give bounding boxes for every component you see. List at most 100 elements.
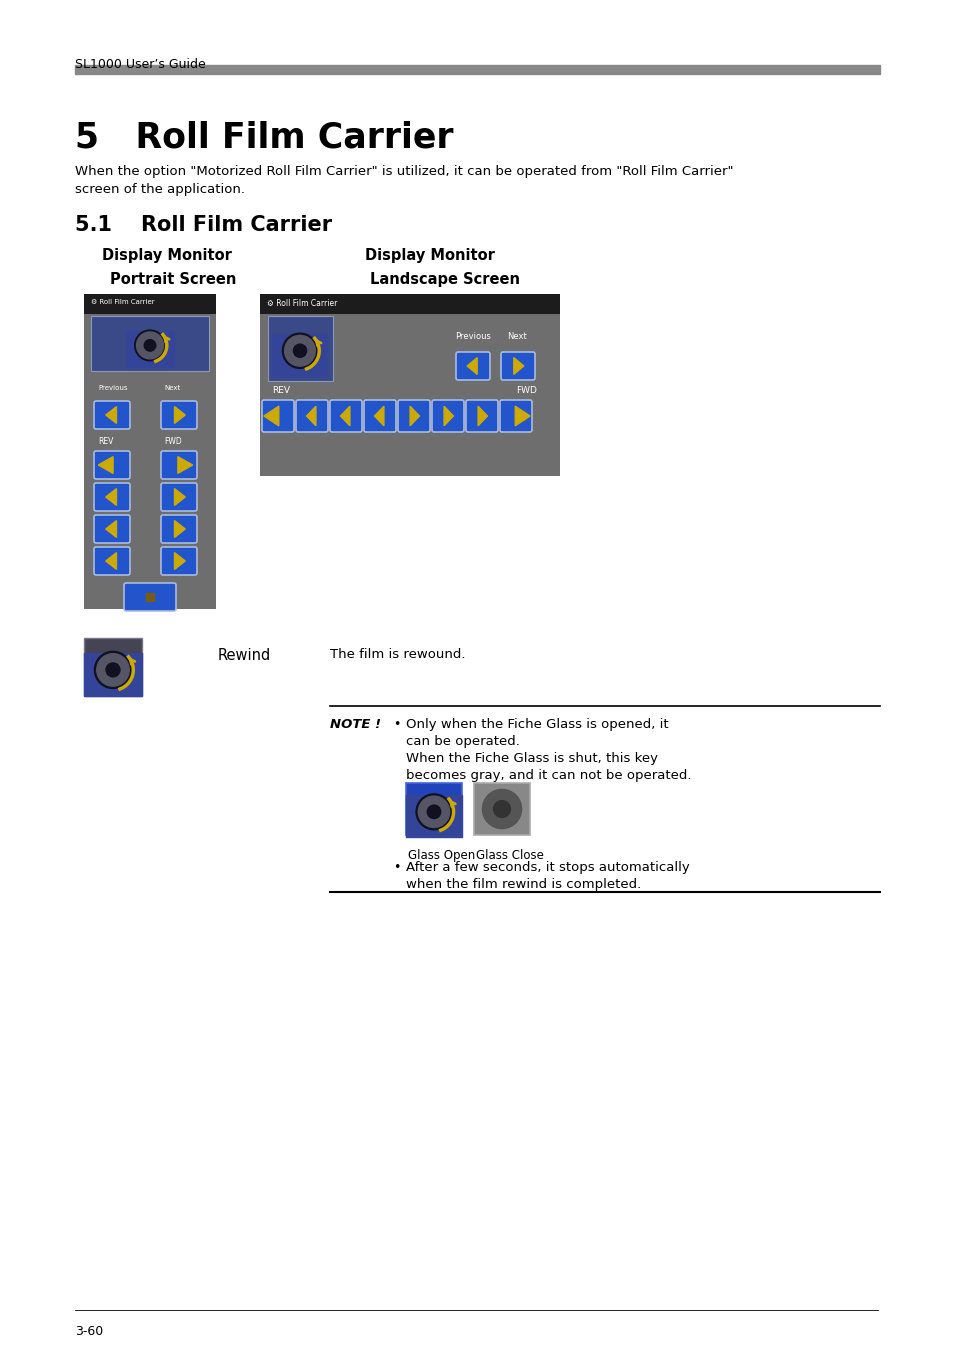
- Text: After a few seconds, it stops automatically: After a few seconds, it stops automatica…: [406, 861, 689, 873]
- Text: NOTE !: NOTE !: [330, 718, 380, 730]
- Circle shape: [294, 344, 306, 358]
- Polygon shape: [98, 456, 113, 474]
- Bar: [406, 795, 461, 837]
- Polygon shape: [106, 552, 116, 570]
- Polygon shape: [174, 521, 185, 537]
- Text: The film is rewound.: The film is rewound.: [330, 648, 465, 662]
- Text: SL1000 User’s Guide: SL1000 User’s Guide: [75, 58, 206, 72]
- Polygon shape: [106, 406, 116, 424]
- Text: Portrait Screen: Portrait Screen: [110, 271, 236, 288]
- Bar: [179, 462, 186, 468]
- Text: FWD: FWD: [164, 437, 182, 446]
- FancyBboxPatch shape: [94, 514, 130, 543]
- Bar: [84, 294, 215, 315]
- Polygon shape: [467, 358, 476, 374]
- Text: REV: REV: [98, 437, 113, 446]
- Bar: [84, 652, 142, 697]
- Bar: [84, 639, 142, 697]
- Bar: [474, 783, 530, 836]
- Circle shape: [416, 794, 452, 830]
- FancyBboxPatch shape: [499, 400, 532, 432]
- Polygon shape: [340, 406, 350, 425]
- FancyBboxPatch shape: [500, 352, 535, 379]
- Text: Landscape Screen: Landscape Screen: [370, 271, 519, 288]
- FancyBboxPatch shape: [124, 583, 175, 612]
- Text: becomes gray, and it can not be operated.: becomes gray, and it can not be operated…: [406, 769, 691, 782]
- Polygon shape: [443, 406, 453, 425]
- Polygon shape: [375, 406, 383, 425]
- Text: •: •: [393, 861, 400, 873]
- Text: REV: REV: [272, 386, 290, 396]
- Text: •: •: [393, 718, 400, 730]
- Polygon shape: [410, 406, 419, 425]
- FancyBboxPatch shape: [94, 483, 130, 512]
- Text: Display Monitor: Display Monitor: [102, 248, 232, 263]
- Polygon shape: [515, 406, 530, 425]
- FancyBboxPatch shape: [330, 400, 361, 432]
- Circle shape: [144, 340, 155, 351]
- FancyBboxPatch shape: [161, 514, 196, 543]
- Bar: [273, 335, 327, 375]
- Circle shape: [482, 790, 521, 829]
- Polygon shape: [106, 521, 116, 537]
- Text: When the Fiche Glass is shut, this key: When the Fiche Glass is shut, this key: [406, 752, 658, 765]
- FancyBboxPatch shape: [262, 400, 294, 432]
- Bar: [406, 783, 461, 836]
- Bar: [126, 331, 173, 367]
- Text: Only when the Fiche Glass is opened, it: Only when the Fiche Glass is opened, it: [406, 718, 668, 730]
- Circle shape: [106, 663, 120, 676]
- FancyBboxPatch shape: [161, 547, 196, 575]
- Text: 3-60: 3-60: [75, 1324, 103, 1338]
- Text: Glass Close: Glass Close: [476, 849, 543, 863]
- Polygon shape: [306, 406, 315, 425]
- Polygon shape: [514, 358, 523, 374]
- Text: When the option "Motorized Roll Film Carrier" is utilized, it can be operated fr: When the option "Motorized Roll Film Car…: [75, 165, 733, 178]
- Circle shape: [134, 329, 165, 360]
- Bar: [268, 316, 333, 381]
- Text: Next: Next: [164, 385, 180, 391]
- Bar: [517, 412, 524, 420]
- Text: can be operated.: can be operated.: [406, 734, 519, 748]
- FancyBboxPatch shape: [456, 352, 490, 379]
- Bar: [269, 412, 277, 420]
- Polygon shape: [174, 406, 185, 424]
- Bar: [105, 462, 112, 468]
- Bar: [84, 294, 215, 609]
- FancyBboxPatch shape: [161, 401, 196, 429]
- Bar: [260, 294, 559, 315]
- FancyBboxPatch shape: [432, 400, 463, 432]
- Text: Previous: Previous: [455, 332, 491, 342]
- Circle shape: [417, 796, 449, 828]
- Bar: [75, 65, 879, 74]
- Bar: [260, 294, 559, 477]
- Circle shape: [96, 653, 129, 686]
- Text: 5   Roll Film Carrier: 5 Roll Film Carrier: [75, 120, 453, 154]
- Text: Previous: Previous: [98, 385, 128, 391]
- Text: ⚙ Roll Film Carrier: ⚙ Roll Film Carrier: [267, 298, 337, 308]
- Polygon shape: [174, 552, 185, 570]
- Text: Next: Next: [506, 332, 526, 342]
- Bar: [91, 316, 209, 371]
- Circle shape: [427, 805, 440, 818]
- FancyBboxPatch shape: [94, 401, 130, 429]
- FancyBboxPatch shape: [295, 400, 328, 432]
- Circle shape: [493, 801, 510, 817]
- FancyBboxPatch shape: [94, 451, 130, 479]
- Polygon shape: [177, 456, 193, 474]
- Circle shape: [94, 651, 132, 688]
- Text: Rewind: Rewind: [218, 648, 271, 663]
- Text: screen of the application.: screen of the application.: [75, 184, 245, 196]
- FancyBboxPatch shape: [161, 451, 196, 479]
- Circle shape: [136, 332, 163, 359]
- Text: when the film rewind is completed.: when the film rewind is completed.: [406, 878, 640, 891]
- Text: Glass Open: Glass Open: [408, 849, 475, 863]
- FancyBboxPatch shape: [161, 483, 196, 512]
- Bar: [146, 593, 154, 601]
- FancyBboxPatch shape: [397, 400, 430, 432]
- FancyBboxPatch shape: [465, 400, 497, 432]
- Circle shape: [284, 335, 315, 366]
- Text: FWD: FWD: [516, 386, 537, 396]
- Polygon shape: [106, 489, 116, 505]
- Circle shape: [282, 333, 317, 369]
- FancyBboxPatch shape: [94, 547, 130, 575]
